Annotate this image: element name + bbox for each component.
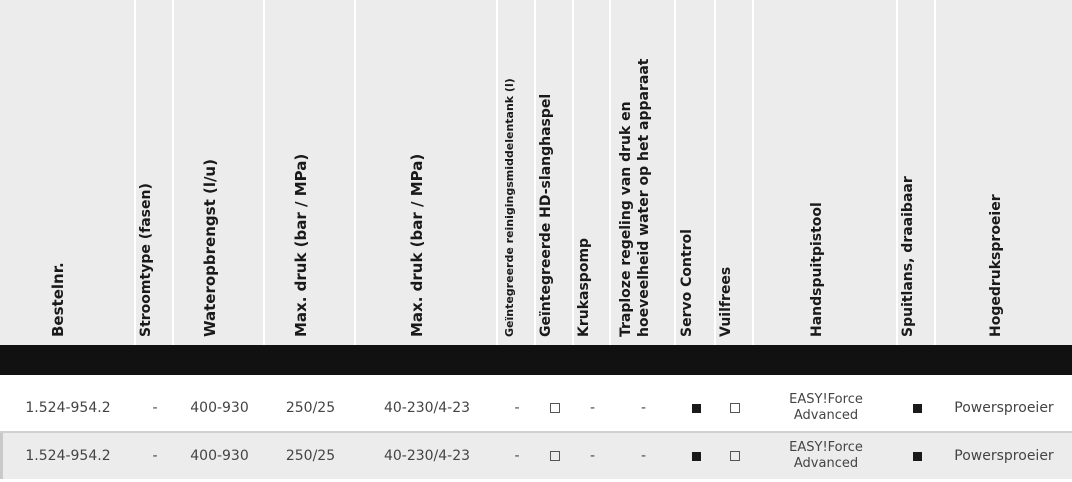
empty-square-icon (730, 451, 740, 461)
cell-traploze-regeling: - (640, 448, 647, 464)
header-cell-wateropbrengst: Wateropbrengst (l/u) (174, 0, 265, 345)
header-cell-stroomtype: Stroomtype (fasen) (136, 0, 174, 345)
cell-reinigingstank: - (514, 448, 520, 464)
spacer (0, 375, 1072, 385)
cell-traploze-regeling: - (640, 400, 647, 416)
filled-square-icon (912, 403, 922, 413)
header-cell-servo-control: Servo Control (676, 0, 716, 345)
header-cell-hogedruksproeier: Hogedruksproeier (936, 0, 1072, 345)
cell-wateropbrengst: 400-930 (190, 448, 249, 464)
filled-square-icon (912, 451, 922, 461)
header-cell-traploze-regeling: Traploze regeling van druk en hoeveelhei… (611, 0, 676, 345)
header-cell-max-druk-1: Max. druk (bar / MPa) (265, 0, 356, 345)
cell-slanghaspel (536, 385, 574, 431)
header-label-reinigingstank: Geïntegreerde reinigingsmiddelentank (l) (503, 78, 516, 337)
cell-wateropbrengst: 400-930 (190, 400, 249, 416)
header-label-slanghaspel: Geïntegreerde HD-slanghaspel (538, 93, 554, 337)
cell-hogedruksproeier: Powersproeier (954, 448, 1054, 464)
header-cell-max-druk-2: Max. druk (bar / MPa) (356, 0, 498, 345)
header-cell-spuitlans: Spuitlans, draaibaar (898, 0, 936, 345)
cell-servo-control (676, 385, 716, 431)
header-label-bestelnr: Bestelnr. (49, 262, 67, 337)
table-row: 1.524-954.2 - 400-930 250/25 40-230/4-23… (0, 385, 1072, 431)
cell-max-druk-2: 40-230/4-23 (383, 400, 471, 416)
header-label-handspuitpistool: Handspuitpistool (809, 202, 825, 337)
header-cell-reinigingstank: Geïntegreerde reinigingsmiddelentank (l) (498, 0, 536, 345)
filled-square-icon (691, 451, 701, 461)
cell-bestelnr: 1.524-954.2 (25, 400, 111, 416)
cell-max-druk-2: 40-230/4-23 (383, 448, 471, 464)
header-label-wateropbrengst: Wateropbrengst (l/u) (200, 159, 219, 337)
header-label-max-druk-2: Max. druk (bar / MPa) (408, 153, 426, 337)
header-label-hogedruksproeier: Hogedruksproeier (988, 194, 1004, 337)
header-cell-vuilfrees: Vuilfrees (716, 0, 754, 345)
table-row: 1.524-954.2 - 400-930 250/25 40-230/4-23… (0, 433, 1072, 479)
cell-krukaspomp: - (589, 400, 596, 416)
table-header: Bestelnr. Stroomtype (fasen) Wateropbren… (0, 0, 1072, 345)
header-label-krukaspomp: Krukaspomp (575, 237, 592, 337)
header-cell-handspuitpistool: Handspuitpistool (754, 0, 898, 345)
header-label-traploze-line1: Traploze regeling van druk en (617, 101, 634, 337)
cell-handspuitpistool: EASY!Force Advanced (754, 433, 898, 479)
cell-vuilfrees (716, 385, 754, 431)
header-cell-bestelnr: Bestelnr. (0, 0, 136, 345)
header-cell-slanghaspel: Geïntegreerde HD-slanghaspel (536, 0, 574, 345)
cell-handspuitpistool: EASY!Force Advanced (754, 385, 898, 431)
header-label-stroomtype: Stroomtype (fasen) (138, 183, 154, 337)
cell-vuilfrees (716, 433, 754, 479)
row-divider (0, 431, 1072, 433)
handspuitpistool-text: EASY!Force Advanced (789, 440, 863, 471)
cell-stroomtype: - (152, 448, 158, 464)
cell-servo-control (676, 433, 716, 479)
cell-slanghaspel (536, 433, 574, 479)
header-label-max-druk-1: Max. druk (bar / MPa) (291, 153, 310, 337)
cell-max-druk-1: 250/25 (285, 448, 336, 464)
header-label-vuilfrees: Vuilfrees (718, 266, 734, 337)
header-cell-krukaspomp: Krukaspomp (574, 0, 611, 345)
cell-krukaspomp: - (589, 448, 596, 464)
filled-square-icon (691, 403, 701, 413)
handspuitpistool-text: EASY!Force Advanced (789, 392, 863, 423)
header-label-traploze-line2: hoeveelheid water op het apparaat (635, 58, 652, 337)
cell-spuitlans (898, 385, 936, 431)
header-label-servo-control: Servo Control (679, 229, 695, 337)
cell-stroomtype: - (152, 400, 158, 416)
cell-reinigingstank: - (514, 400, 520, 416)
empty-square-icon (550, 451, 560, 461)
cell-spuitlans (898, 433, 936, 479)
empty-square-icon (730, 403, 740, 413)
cell-hogedruksproeier: Powersproeier (954, 400, 1054, 416)
header-separator-bar (0, 345, 1072, 375)
header-label-spuitlans: Spuitlans, draaibaar (900, 176, 916, 337)
cell-max-druk-1: 250/25 (285, 400, 336, 416)
cell-bestelnr: 1.524-954.2 (25, 448, 111, 464)
empty-square-icon (550, 403, 560, 413)
